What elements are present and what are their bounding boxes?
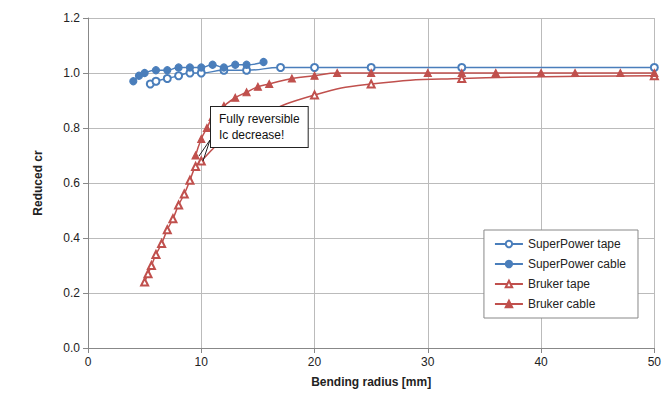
svg-text:40: 40 — [534, 355, 548, 369]
svg-text:Bruker cable: Bruker cable — [528, 297, 596, 311]
svg-text:30: 30 — [421, 355, 435, 369]
svg-text:1.2: 1.2 — [63, 11, 80, 25]
svg-text:10: 10 — [195, 355, 209, 369]
svg-text:SuperPower tape: SuperPower tape — [528, 237, 621, 251]
svg-text:50: 50 — [648, 355, 662, 369]
svg-text:0: 0 — [85, 355, 92, 369]
svg-text:0.2: 0.2 — [63, 286, 80, 300]
svg-text:0.8: 0.8 — [63, 121, 80, 135]
svg-text:0.0: 0.0 — [63, 341, 80, 355]
svg-text:1.0: 1.0 — [63, 66, 80, 80]
svg-text:Ic decrease!: Ic decrease! — [219, 128, 284, 142]
svg-text:Bruker tape: Bruker tape — [528, 277, 590, 291]
svg-text:Reduced cr: Reduced cr — [31, 150, 45, 216]
svg-text:20: 20 — [308, 355, 322, 369]
svg-text:Fully reversible: Fully reversible — [219, 112, 300, 126]
svg-text:Bending radius [mm]: Bending radius [mm] — [311, 375, 431, 389]
svg-text:SuperPower cable: SuperPower cable — [528, 257, 626, 271]
svg-text:0.4: 0.4 — [63, 231, 80, 245]
svg-text:0.6: 0.6 — [63, 176, 80, 190]
